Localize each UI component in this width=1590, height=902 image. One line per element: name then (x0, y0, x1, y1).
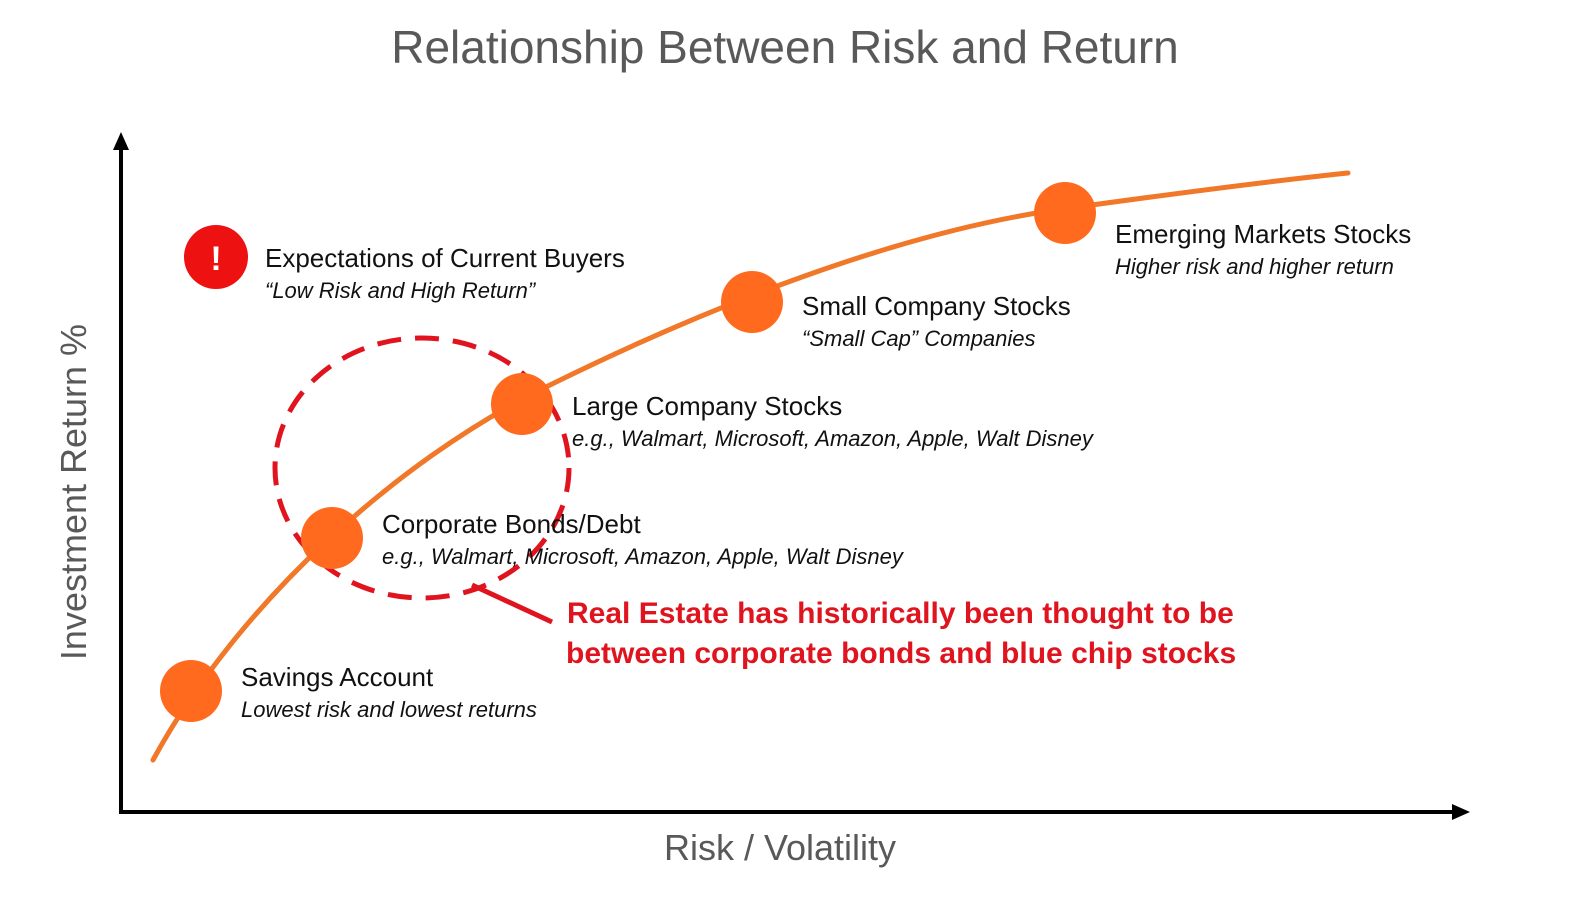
node-label: Corporate Bonds/Debt (382, 509, 641, 539)
real-estate-callout: Real Estate has historically been though… (566, 597, 1236, 670)
node-subtitle: Lowest risk and lowest returns (241, 697, 537, 722)
alert-mark: ! (210, 240, 221, 278)
node-label: Emerging Markets Stocks (1115, 219, 1411, 249)
node-marker (301, 507, 363, 569)
x-axis-arrow-icon (1452, 804, 1470, 820)
node-marker (160, 660, 222, 722)
node-label: Savings Account (241, 662, 434, 692)
node-marker (491, 373, 553, 435)
node-subtitle: e.g., Walmart, Microsoft, Amazon, Apple,… (572, 426, 1095, 451)
node-small-company-stocks: Small Company Stocks “Small Cap” Compani… (721, 271, 1071, 351)
node-label: Small Company Stocks (802, 291, 1071, 321)
node-marker (721, 271, 783, 333)
expectations-annotation: ! Expectations of Current Buyers “Low Ri… (184, 225, 625, 303)
real-estate-zone-ellipse (272, 335, 572, 601)
node-large-company-stocks: Large Company Stocks e.g., Walmart, Micr… (491, 373, 1095, 451)
node-subtitle: “Small Cap” Companies (802, 326, 1036, 351)
node-label: Large Company Stocks (572, 391, 842, 421)
exclamation-alert-icon (184, 225, 248, 289)
page-title: Relationship Between Risk and Return (391, 21, 1179, 73)
expectations-label: Expectations of Current Buyers (265, 243, 625, 273)
callout-pointer-line (470, 582, 554, 625)
y-axis-label: Investment Return % (53, 324, 94, 660)
node-marker (1034, 182, 1096, 244)
node-subtitle: Higher risk and higher return (1115, 254, 1394, 279)
callout-line-2: between corporate bonds and blue chip st… (566, 637, 1236, 670)
expectations-subtitle: “Low Risk and High Return” (265, 278, 537, 303)
callout-line-1: Real Estate has historically been though… (567, 597, 1234, 630)
node-emerging-markets-stocks: Emerging Markets Stocks Higher risk and … (1034, 182, 1411, 279)
node-subtitle: e.g., Walmart, Microsoft, Amazon, Apple,… (382, 544, 905, 569)
node-corporate-bonds: Corporate Bonds/Debt e.g., Walmart, Micr… (301, 507, 905, 569)
y-axis-arrow-icon (113, 132, 129, 150)
axes (113, 132, 1470, 820)
node-savings-account: Savings Account Lowest risk and lowest r… (160, 660, 537, 722)
x-axis-label: Risk / Volatility (664, 827, 896, 868)
